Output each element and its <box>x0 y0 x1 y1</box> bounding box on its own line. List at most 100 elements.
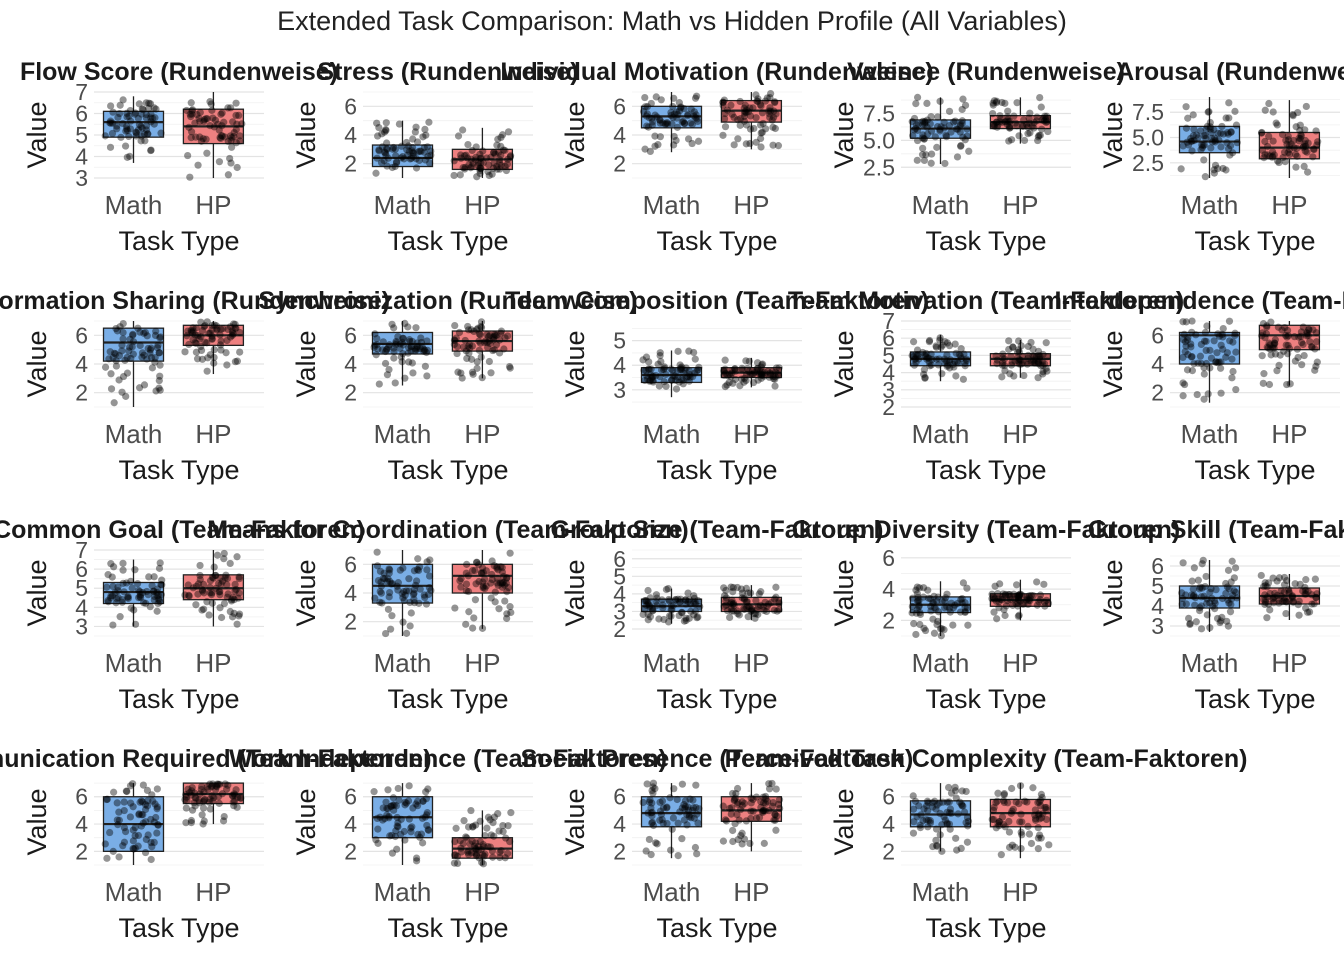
data-point <box>210 123 218 131</box>
data-point <box>495 148 503 157</box>
data-point <box>1303 328 1311 337</box>
data-point <box>772 593 780 601</box>
data-point <box>653 601 661 609</box>
data-point <box>961 607 969 616</box>
data-point <box>754 97 762 105</box>
data-point <box>376 813 384 821</box>
x-tick-label: HP <box>733 648 769 678</box>
data-point <box>196 575 204 584</box>
data-point <box>483 824 491 832</box>
data-point <box>475 577 483 586</box>
data-point <box>418 343 426 351</box>
data-point <box>928 150 936 158</box>
data-point <box>1228 374 1236 382</box>
data-point <box>462 833 470 841</box>
x-tick-label: HP <box>195 190 231 220</box>
data-point <box>219 817 228 825</box>
data-point <box>212 782 220 790</box>
y-tick-label: 7.5 <box>1132 99 1164 125</box>
data-point <box>995 604 1003 612</box>
data-point <box>757 134 765 143</box>
data-point <box>192 601 200 609</box>
data-point <box>405 344 413 352</box>
data-point <box>386 832 394 840</box>
data-point <box>502 166 511 175</box>
data-point <box>1018 600 1026 608</box>
data-point <box>491 330 499 339</box>
data-point <box>736 382 744 390</box>
data-point <box>231 791 239 799</box>
data-point <box>482 154 491 162</box>
data-point <box>660 363 669 371</box>
data-point <box>1027 358 1035 366</box>
data-point <box>722 586 730 595</box>
data-point <box>956 122 964 130</box>
data-point <box>488 847 497 855</box>
data-point <box>123 369 132 377</box>
panel-title: Arousal (Rundenweise) <box>1116 58 1344 86</box>
data-point <box>115 808 123 816</box>
data-point <box>1265 380 1274 389</box>
data-point <box>499 828 507 836</box>
data-point <box>382 346 391 354</box>
data-point <box>646 613 655 621</box>
data-point <box>1264 142 1272 151</box>
data-point <box>477 154 485 162</box>
data-point <box>460 152 469 160</box>
data-point <box>953 599 962 608</box>
data-point <box>998 593 1007 601</box>
data-point <box>1302 590 1310 598</box>
data-point <box>399 334 408 343</box>
data-point <box>1230 574 1238 582</box>
data-point <box>115 816 123 824</box>
x-tick-label: Math <box>374 877 432 907</box>
data-point <box>401 591 409 599</box>
data-point <box>185 123 193 131</box>
data-point <box>507 809 515 817</box>
data-point <box>644 598 652 606</box>
data-point <box>391 162 399 171</box>
data-point <box>728 607 736 615</box>
data-point <box>223 361 231 369</box>
data-point <box>1015 356 1023 364</box>
y-tick-label: 3 <box>1151 613 1164 639</box>
data-point <box>119 566 127 574</box>
data-point <box>1227 142 1235 150</box>
data-point <box>1228 591 1237 599</box>
data-point <box>929 615 937 623</box>
data-point <box>961 101 970 109</box>
data-point <box>1024 354 1032 362</box>
data-point <box>1181 380 1189 389</box>
data-point <box>1259 379 1267 387</box>
data-point <box>649 783 657 791</box>
data-point <box>416 345 425 353</box>
data-point <box>1040 580 1048 588</box>
data-point <box>1201 328 1209 337</box>
data-point <box>206 329 214 337</box>
panel-title: Common Goal (Team-Faktoren) <box>0 516 365 544</box>
data-point <box>1035 131 1043 140</box>
data-point <box>645 377 654 385</box>
data-point <box>1005 117 1013 126</box>
data-point <box>1302 604 1310 612</box>
data-point <box>1217 389 1225 397</box>
data-point <box>1275 158 1283 167</box>
data-point <box>1184 141 1193 149</box>
data-point <box>1206 118 1214 127</box>
data-point <box>502 574 511 582</box>
data-point <box>119 335 127 343</box>
data-point <box>394 333 402 341</box>
data-point <box>463 560 471 568</box>
data-point <box>1224 622 1232 630</box>
y-tick-label: 2 <box>613 616 626 642</box>
data-point <box>236 132 244 140</box>
data-point <box>406 337 414 346</box>
data-point <box>938 625 946 633</box>
data-point <box>118 347 126 355</box>
data-point <box>1270 339 1279 347</box>
data-point <box>145 573 153 581</box>
data-point <box>477 323 486 332</box>
data-point <box>1021 797 1029 805</box>
data-point <box>497 329 505 337</box>
data-point <box>143 587 151 596</box>
